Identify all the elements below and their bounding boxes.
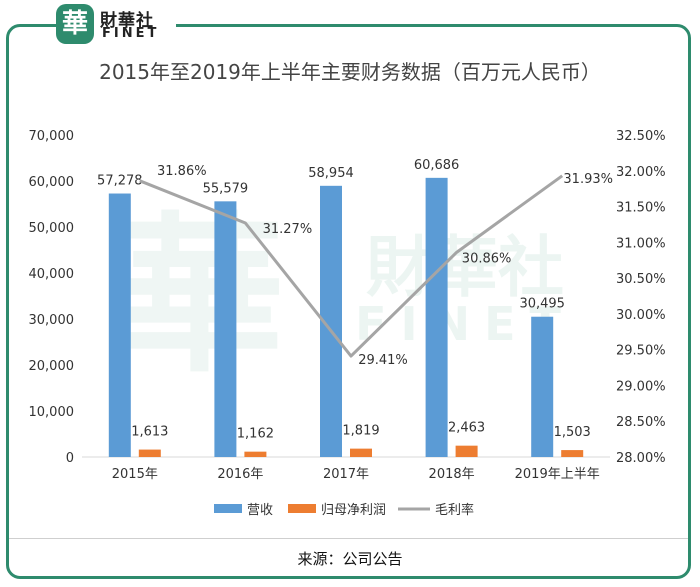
revenue-bar <box>320 185 342 458</box>
y-left-tick-label: 40,000 <box>29 267 75 282</box>
y-right-tick-label: 31.00% <box>616 236 666 251</box>
profit-data-label: 1,503 <box>554 425 591 440</box>
logo-name-en: FINET <box>102 26 160 41</box>
y-right-tick-label: 29.50% <box>616 344 666 359</box>
y-left-tick-label: 10,000 <box>29 405 75 420</box>
watermark-name-cn: 財華社 <box>366 229 564 306</box>
margin-data-label: 31.27% <box>263 222 313 237</box>
watermark-mark-icon: 華 <box>115 198 285 396</box>
legend-swatch-revenue <box>214 504 242 513</box>
legend-label-margin: 毛利率 <box>435 502 474 518</box>
logo-name-cn: 財華社 <box>100 11 154 31</box>
y-right-tick-label: 28.00% <box>616 451 666 466</box>
source-divider <box>9 538 688 539</box>
profit-bar <box>455 445 478 457</box>
y-right-tick-label: 29.00% <box>616 379 666 394</box>
finet-logo: 華 財華社 FINET <box>56 4 176 46</box>
revenue-data-label: 57,278 <box>97 174 143 189</box>
x-tick-label: 2016年 <box>217 467 263 482</box>
legend-label-revenue: 营收 <box>247 503 273 518</box>
source-note: 来源：公司公告 <box>297 550 403 568</box>
y-right-tick-label: 32.00% <box>616 165 666 180</box>
y-left-tick-label: 50,000 <box>29 221 75 236</box>
margin-data-label: 31.86% <box>157 164 207 179</box>
profit-bar <box>561 450 584 457</box>
y-right-tick-label: 32.50% <box>616 129 666 144</box>
revenue-data-label: 30,495 <box>519 297 565 312</box>
revenue-bar <box>425 177 448 457</box>
profit-data-label: 1,613 <box>131 425 168 440</box>
y-left-tick-label: 30,000 <box>29 313 75 328</box>
profit-data-label: 2,463 <box>448 421 485 436</box>
y-right-tick-label: 30.00% <box>616 308 666 323</box>
margin-line <box>139 174 564 358</box>
profit-data-label: 1,819 <box>342 424 379 439</box>
margin-data-label: 29.41% <box>358 353 408 368</box>
x-tick-label: 2018年 <box>429 467 475 482</box>
chart-title: 2015年至2019年上半年主要财务数据（百万元人民币） <box>99 60 601 84</box>
y-left-tick-label: 0 <box>66 451 74 466</box>
profit-bar <box>244 451 267 457</box>
margin-data-label: 30.86% <box>462 251 512 266</box>
y-left-tick-label: 20,000 <box>29 359 75 374</box>
revenue-data-label: 60,686 <box>414 158 460 173</box>
x-tick-label: 2017年 <box>323 467 369 482</box>
profit-bar <box>138 449 161 457</box>
watermark-name-en: FINET <box>355 297 575 351</box>
y-right-tick-label: 31.50% <box>616 201 666 216</box>
x-tick-label: 2019年上半年 <box>515 467 600 482</box>
profit-bar <box>350 448 372 457</box>
margin-data-label: 31.93% <box>563 172 613 187</box>
y-left-tick-label: 60,000 <box>29 175 75 190</box>
logo-mark-icon: 華 <box>56 4 94 44</box>
legend-label-profit: 归母净利润 <box>321 503 386 518</box>
revenue-bar <box>214 201 237 457</box>
x-tick-label: 2015年 <box>112 467 158 482</box>
profit-data-label: 1,162 <box>237 427 274 442</box>
legend-swatch-profit <box>288 504 316 513</box>
y-right-tick-label: 30.50% <box>616 272 666 287</box>
revenue-bar <box>531 316 554 457</box>
y-left-tick-label: 70,000 <box>29 129 75 144</box>
revenue-bar <box>108 193 131 458</box>
revenue-data-label: 55,579 <box>203 181 249 196</box>
revenue-data-label: 58,954 <box>308 166 354 181</box>
y-right-tick-label: 28.50% <box>616 415 666 430</box>
